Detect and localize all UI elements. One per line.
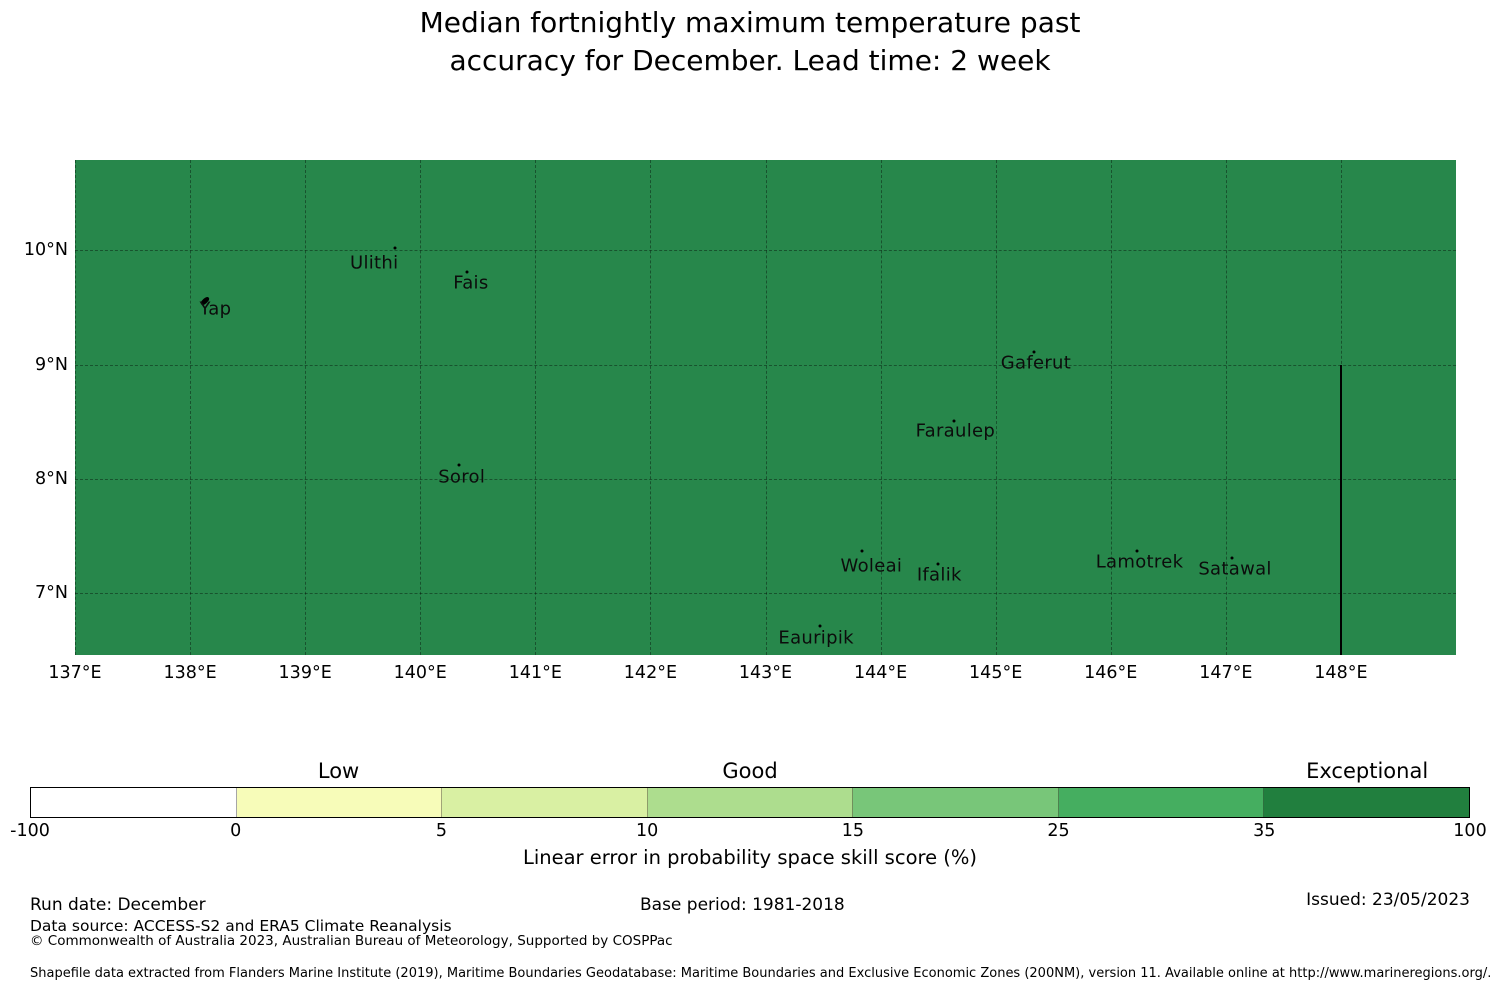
island-marker-faraulep: [952, 419, 956, 423]
island-label-gaferut: Gaferut: [1000, 352, 1072, 374]
page-title-line2: accuracy for December. Lead time: 2 week: [449, 44, 1051, 77]
island-label-woleai: Woleai: [840, 555, 903, 577]
map-gridline-parallel: [75, 250, 1456, 252]
map-gridline-meridian: [995, 160, 997, 655]
colorbar-tick-label: 100: [1453, 821, 1487, 841]
map-gridline-meridian: [535, 160, 537, 655]
island-marker-eauripik: [818, 624, 822, 628]
colorbar-tick-label: 5: [435, 821, 447, 841]
colorbar-tick-label: 10: [636, 821, 659, 841]
colorbar-tick-label: 0: [230, 821, 242, 841]
island-label-satawal: Satawal: [1198, 558, 1272, 580]
copyright-text: © Commonwealth of Australia 2023, Austra…: [30, 933, 673, 949]
island-marker-lamotrek: [1135, 549, 1139, 553]
island-label-faraulep: Faraulep: [915, 420, 996, 442]
colorbar-tick-label: 35: [1253, 821, 1276, 841]
y-axis-tick-label: 10°N: [23, 240, 68, 261]
island-marker-fais: [465, 270, 469, 274]
island-marker-ifalik: [936, 562, 940, 566]
colorbar-category-exceptional: Exceptional: [1306, 759, 1429, 783]
map-area: Yap Ulithi Fais Sorol Gaferut Faraulep Woleai I…: [75, 160, 1456, 655]
y-axis-tick-label: 9°N: [35, 354, 68, 375]
island-label-fais: Fais: [453, 272, 489, 294]
colorbar-segment: [853, 788, 1059, 817]
page-title-line1: Median fortnightly maximum temperature p…: [419, 6, 1081, 39]
x-axis-tick-label: 142°E: [623, 663, 678, 683]
colorbar-segment: [236, 788, 443, 817]
x-axis-tick-label: 138°E: [163, 663, 217, 683]
map-gridline-meridian: [190, 160, 192, 655]
issued-date-text: Issued: 23/05/2023: [1306, 890, 1470, 910]
island-label-ulithi: Ulithi: [349, 252, 399, 274]
x-axis-tick-label: 144°E: [853, 663, 908, 683]
colorbar-category-good: Good: [722, 759, 778, 783]
shapefile-note-text: Shapefile data extracted from Flanders M…: [30, 966, 1492, 981]
data-source-text: Data source: ACCESS-S2 and ERA5 Climate …: [30, 917, 452, 935]
map-gridline-meridian: [765, 160, 767, 655]
map-gridline-meridian: [75, 160, 76, 655]
x-axis-tick-label: 143°E: [738, 663, 793, 683]
x-axis-tick-label: 147°E: [1199, 663, 1253, 683]
base-period-text: Base period: 1981-2018: [640, 895, 845, 915]
map-gridline-meridian: [305, 160, 307, 655]
y-axis-tick-label: 8°N: [35, 468, 68, 489]
island-label-lamotrek: Lamotrek: [1095, 551, 1184, 573]
x-axis-tick-label: 137°E: [48, 663, 102, 683]
map-gridline-parallel: [75, 593, 1456, 595]
colorbar-segment: [31, 788, 237, 817]
colorbar-axis-label: Linear error in probability space skill …: [522, 846, 978, 869]
colorbar-tick-label: -100: [10, 821, 50, 841]
map-gridline-meridian: [1225, 160, 1227, 655]
island-marker-satawal: [1230, 556, 1234, 560]
x-axis-tick-label: 146°E: [1084, 663, 1138, 683]
map-gridline-parallel: [75, 364, 1456, 366]
colorbar: [30, 787, 1470, 818]
map-gridline-meridian: [1110, 160, 1112, 655]
colorbar-segment: [442, 788, 648, 817]
island-label-sorol: Sorol: [438, 466, 486, 488]
map-gridline-meridian: [650, 160, 652, 655]
island-marker-woleai: [860, 549, 864, 553]
island-label-eauripik: Eauripik: [778, 627, 854, 649]
island-marker-sorol: [457, 463, 461, 467]
island-marker-ulithi: [393, 246, 397, 250]
island-label-ifalik: Ifalik: [916, 564, 962, 586]
island-marker-gaferut: [1032, 350, 1036, 354]
island-label-yap: Yap: [199, 298, 232, 320]
colorbar-segment: [1264, 788, 1470, 817]
colorbar-tick-label: 25: [1047, 821, 1070, 841]
run-date-text: Run date: December: [30, 895, 206, 915]
eez-boundary-line: [1339, 364, 1342, 655]
x-axis-tick-label: 139°E: [278, 663, 332, 683]
map-gridline-meridian: [420, 160, 422, 655]
map-gridline-meridian: [880, 160, 882, 655]
colorbar-tick-label: 15: [841, 821, 864, 841]
page-title: Median fortnightly maximum temperature p…: [0, 4, 1500, 80]
x-axis-tick-label: 145°E: [969, 663, 1023, 683]
x-axis-tick-label: 140°E: [393, 663, 447, 683]
colorbar-segment: [647, 788, 854, 817]
colorbar-category-low: Low: [317, 759, 360, 783]
y-axis-tick-label: 7°N: [35, 583, 68, 604]
x-axis-tick-label: 148°E: [1314, 663, 1368, 683]
x-axis-tick-label: 141°E: [508, 663, 562, 683]
colorbar-segment: [1058, 788, 1265, 817]
map-gridline-parallel: [75, 478, 1456, 480]
